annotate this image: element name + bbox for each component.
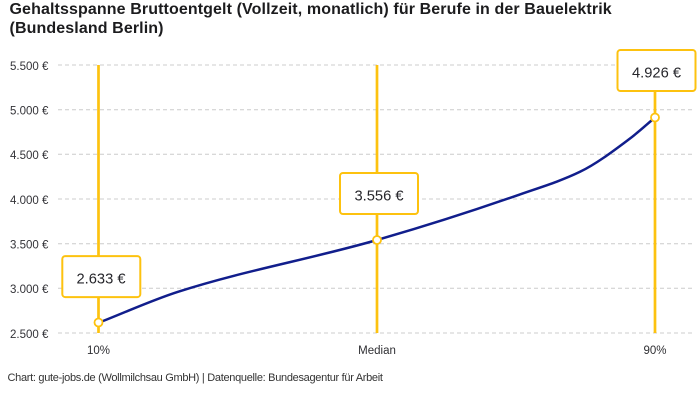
svg-text:5.500 €: 5.500 € (10, 61, 49, 73)
svg-text:3.000 €: 3.000 € (10, 284, 49, 296)
svg-text:4.500 €: 4.500 € (10, 150, 49, 162)
svg-text:2.633 €: 2.633 € (76, 272, 125, 288)
svg-text:10%: 10% (87, 345, 110, 357)
svg-text:Median: Median (358, 345, 396, 357)
svg-text:4.926 €: 4.926 € (632, 66, 681, 82)
svg-text:5.000 €: 5.000 € (10, 106, 49, 118)
svg-text:2.500 €: 2.500 € (10, 329, 49, 341)
svg-text:3.500 €: 3.500 € (10, 240, 49, 252)
svg-text:90%: 90% (643, 345, 666, 357)
svg-text:4.000 €: 4.000 € (10, 195, 49, 207)
svg-text:3.556 €: 3.556 € (354, 188, 403, 204)
